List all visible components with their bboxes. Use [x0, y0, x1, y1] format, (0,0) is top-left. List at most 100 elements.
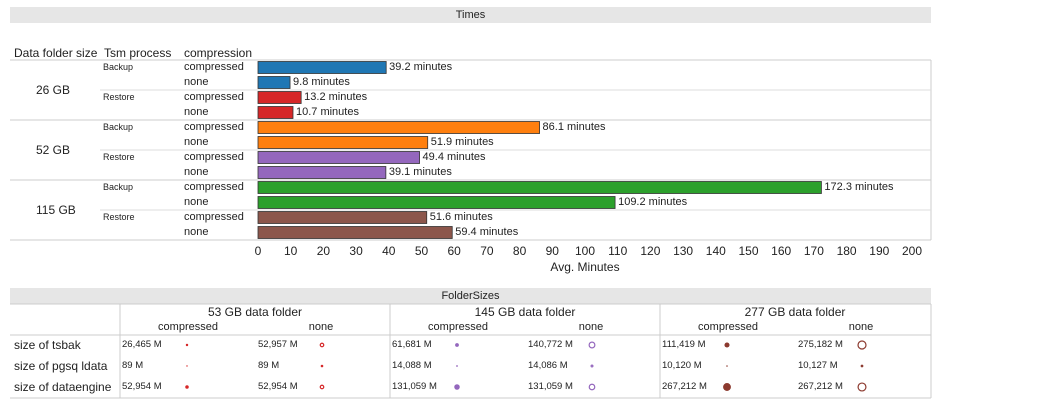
bar-value-label: 51.6 minutes: [429, 211, 493, 223]
row-label: size of dataengine: [14, 380, 112, 394]
size-mark-compressed: [724, 342, 730, 348]
size-value: 131,059 M: [392, 381, 437, 392]
bar-value-label: 39.2 minutes: [389, 61, 453, 73]
size-mark-compressed: [723, 383, 731, 391]
x-tick-label: 140: [705, 244, 726, 258]
folder-size-label: 52 GB: [36, 143, 71, 157]
x-tick-label: 150: [738, 244, 759, 258]
size-mark-none: [319, 342, 325, 348]
x-tick-label: 40: [382, 244, 396, 258]
size-mark-none: [319, 384, 325, 390]
compression-label: none: [184, 136, 209, 148]
size-mark-compressed: [726, 365, 728, 367]
bar-26gb-backup-none: [257, 76, 291, 89]
size-value: 267,212 M: [798, 381, 843, 392]
row-label: size of tsbak: [14, 338, 81, 352]
folder-size-label: 26 GB: [36, 83, 71, 97]
size-value: 10,120 M: [662, 360, 702, 371]
group-header: 145 GB data folder: [474, 305, 576, 319]
x-tick-label: 160: [771, 244, 792, 258]
bar-115gb-backup-compressed: [257, 181, 822, 194]
bar-value-label: 109.2 minutes: [618, 196, 688, 208]
compression-label: none: [184, 106, 209, 118]
compression-label: none: [184, 166, 209, 178]
header-tsm-process: Tsm process: [104, 46, 172, 60]
x-tick-label: 30: [349, 244, 363, 258]
size-mark-compressed: [186, 365, 188, 367]
size-mark-none: [588, 341, 596, 349]
x-tick-label: 90: [545, 244, 559, 258]
size-value: 52,954 M: [258, 381, 298, 392]
bar-value-label: 59.4 minutes: [455, 226, 519, 238]
compression-label: compressed: [184, 61, 244, 73]
x-tick-label: 120: [640, 244, 661, 258]
process-label-backup: Backup: [103, 122, 134, 132]
size-value: 52,954 M: [122, 381, 162, 392]
bar-52gb-restore-compressed: [257, 151, 420, 164]
bar-value-label: 13.2 minutes: [304, 91, 368, 103]
size-value: 26,465 M: [122, 339, 162, 350]
x-tick-label: 20: [316, 244, 331, 258]
x-tick-label: 50: [414, 244, 429, 258]
x-tick-label: 100: [574, 244, 596, 258]
size-mark-none: [590, 364, 594, 368]
bar-26gb-restore-none: [257, 106, 294, 119]
x-tick-label: 200: [901, 244, 923, 258]
group-header: 277 GB data folder: [744, 305, 846, 319]
bar-value-label: 49.4 minutes: [422, 151, 486, 163]
bar-52gb-backup-none: [257, 136, 429, 149]
bar-value-label: 86.1 minutes: [542, 121, 606, 133]
row-label: size of pgsq ldata: [14, 359, 108, 373]
x-tick-label: 0: [254, 244, 262, 258]
size-mark-none: [320, 364, 324, 368]
compression-label: none: [184, 196, 209, 208]
compression-label: compressed: [184, 121, 244, 133]
size-mark-none: [857, 382, 867, 392]
process-label-backup: Backup: [103, 182, 134, 192]
folder-size-label: 115 GB: [36, 203, 76, 217]
group-header: 53 GB data folder: [207, 305, 303, 319]
process-label-restore: Restore: [103, 212, 135, 222]
bar-52gb-restore-none: [257, 166, 387, 179]
size-value: 10,127 M: [798, 360, 838, 371]
header-compression: compression: [184, 46, 253, 60]
times-title: Times: [10, 7, 931, 23]
size-mark-compressed: [185, 343, 189, 347]
size-mark-compressed: [454, 384, 460, 390]
foldersizes-title: FolderSizes: [10, 288, 931, 304]
bar-value-label: 9.8 minutes: [293, 76, 350, 88]
size-mark-compressed: [456, 365, 458, 367]
compression-label: compressed: [184, 151, 244, 163]
bar-value-label: 51.9 minutes: [430, 136, 494, 148]
process-label-backup: Backup: [103, 62, 134, 72]
size-value: 111,419 M: [662, 339, 706, 350]
size-mark-compressed: [185, 385, 189, 389]
bar-26gb-backup-compressed: [257, 61, 387, 74]
subheader-compressed: compressed: [158, 321, 218, 333]
size-mark-none: [860, 364, 864, 368]
bar-115gb-restore-none: [257, 226, 453, 239]
bar-value-label: 172.3 minutes: [824, 181, 894, 193]
size-mark-compressed: [455, 343, 459, 347]
x-tick-label: 10: [284, 244, 298, 258]
x-tick-label: 190: [869, 244, 890, 258]
size-value: 131,059 M: [528, 381, 573, 392]
size-value: 89 M: [122, 360, 144, 371]
bar-26gb-restore-compressed: [257, 91, 302, 104]
x-tick-label: 170: [803, 244, 824, 258]
size-mark-none: [857, 340, 867, 350]
x-tick-label: 130: [673, 244, 694, 258]
subheader-none: none: [848, 321, 874, 333]
process-label-restore: Restore: [103, 92, 135, 102]
x-tick-label: 180: [836, 244, 857, 258]
bar-115gb-restore-compressed: [257, 211, 428, 224]
bar-115gb-backup-none: [257, 196, 616, 209]
subheader-compressed: compressed: [698, 321, 758, 333]
process-label-restore: Restore: [103, 152, 135, 162]
subheader-none: none: [308, 321, 334, 333]
compression-label: none: [184, 226, 209, 238]
size-value: 14,086 M: [528, 360, 568, 371]
x-axis-label: Avg. Minutes: [550, 260, 620, 274]
size-value: 140,772 M: [528, 339, 573, 350]
